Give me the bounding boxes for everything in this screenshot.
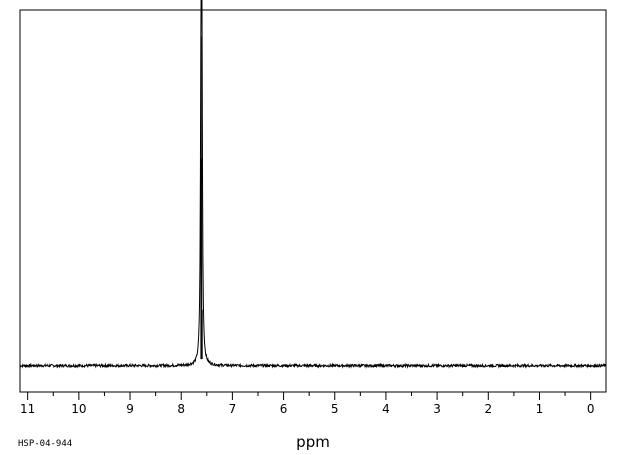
x-axis-ticks: 11 10 9 8 7 6 5 4 3 2 1 0 bbox=[20, 392, 594, 416]
x-tick-label: 4 bbox=[382, 402, 390, 416]
x-tick-label: 6 bbox=[280, 402, 288, 416]
x-axis-title: ppm bbox=[296, 433, 330, 451]
x-tick-label: 2 bbox=[484, 402, 492, 416]
x-tick-label: 1 bbox=[536, 402, 544, 416]
sample-code-label: HSP-04-944 bbox=[18, 439, 72, 449]
spectrum-trace bbox=[19, 0, 607, 369]
x-tick-label: 0 bbox=[587, 402, 595, 416]
x-tick-label: 10 bbox=[71, 402, 86, 416]
x-tick-label: 11 bbox=[20, 402, 35, 416]
x-tick-label: 8 bbox=[177, 402, 185, 416]
x-tick-label: 5 bbox=[331, 402, 339, 416]
plot-frame bbox=[19, 9, 607, 393]
x-tick-label: 9 bbox=[126, 402, 134, 416]
x-tick-label: 3 bbox=[433, 402, 441, 416]
x-tick-label: 7 bbox=[229, 402, 237, 416]
